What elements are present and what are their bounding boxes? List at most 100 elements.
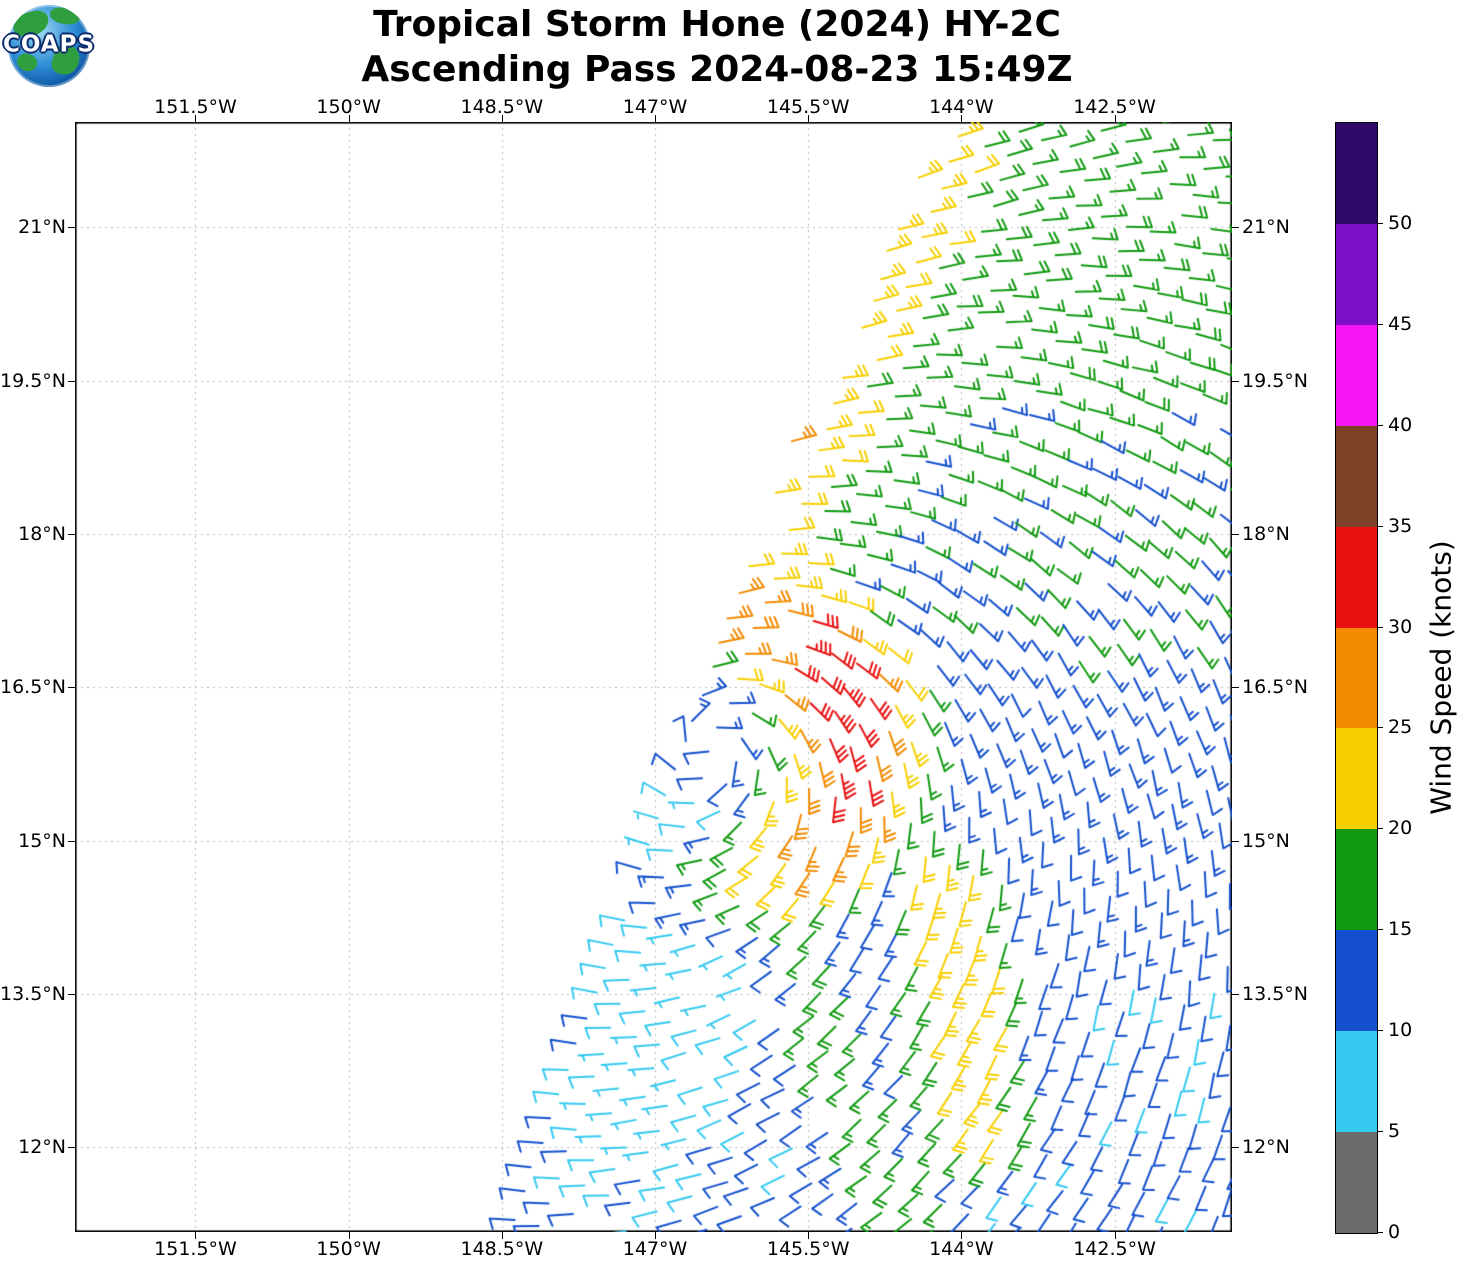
axis-tick-top [808,115,810,122]
colorbar-segment [1336,526,1377,628]
coaps-logo-text: COAPS [2,31,96,58]
colorbar-tick [1377,525,1383,527]
colorbar-segment [1336,223,1377,325]
axis-tick-top [348,115,350,122]
axis-tick-right [1232,380,1239,382]
axis-tick-right [1232,227,1239,229]
axis-tick-right [1232,687,1239,689]
axis-tick-bottom [195,1232,197,1239]
colorbar-tick-label: 10 [1388,1019,1413,1042]
axis-tick-bottom [655,1232,657,1239]
lon-tick-label-top: 147°W [622,96,688,118]
colorbar-tick-label: 50 [1388,211,1413,234]
coaps-globe-icon [8,5,90,87]
lon-tick-label-top: 150°W [316,96,381,118]
axis-tick-bottom [961,1232,963,1239]
lat-tick-label-right: 16.5°N [1242,676,1309,699]
axis-tick-bottom [348,1232,350,1239]
axis-tick-left [68,533,75,535]
lon-tick-label-top: 145.5°W [766,96,850,118]
lon-tick-label-bottom: 145.5°W [766,1238,850,1260]
colorbar-bar [1335,122,1378,1234]
axis-tick-bottom [808,1232,810,1239]
colorbar-tick-label: 30 [1388,615,1413,638]
lon-tick-label-bottom: 148.5°W [460,1238,544,1260]
colorbar-label-text: Wind Speed (knots) [1424,539,1458,815]
axis-tick-left [68,840,75,842]
axis-tick-left [68,227,75,229]
axis-tick-right [1232,1147,1239,1149]
title-line1: Tropical Storm Hone (2024) HY-2C [373,4,1061,45]
axis-tick-right [1232,533,1239,535]
lat-tick-label-left: 21°N [18,216,66,239]
colorbar-tick-label: 5 [1388,1120,1401,1143]
colorbar-tick-label: 0 [1388,1221,1401,1243]
lat-tick-label-right: 19.5°N [1242,369,1309,392]
lon-tick-label-top: 151.5°W [154,96,237,118]
colorbar-tick-label: 35 [1388,514,1413,537]
colorbar-segment [1336,828,1377,931]
colorbar-tick-label: 40 [1388,413,1413,436]
colorbar-tick [1377,626,1383,628]
figure-title: Tropical Storm Hone (2024) HY-2C Ascendi… [0,2,1434,93]
lat-tick-label-left: 19.5°N [0,369,67,392]
colorbar-tick [1377,1131,1383,1133]
axis-tick-top [655,115,657,122]
colorbar-segment [1336,123,1377,224]
lat-tick-label-left: 12°N [18,1136,66,1159]
lon-tick-label-top: 148.5°W [460,96,544,118]
colorbar-tick [1377,424,1383,426]
colorbar-tick [1377,323,1383,325]
lat-tick-label-right: 15°N [1242,829,1290,852]
colorbar-segment [1336,324,1377,426]
colorbar-tick [1377,1030,1383,1032]
axis-tick-right [1232,993,1239,995]
colorbar-tick [1377,1232,1383,1233]
lat-tick-label-right: 13.5°N [1242,982,1309,1005]
lat-tick-label-right: 18°N [1242,522,1290,545]
colorbar-segment [1336,1030,1377,1133]
lat-tick-label-left: 15°N [18,829,66,852]
lon-tick-label-top: 144°W [929,96,994,118]
axis-tick-top [501,115,503,122]
lon-tick-label-bottom: 142.5°W [1073,1238,1156,1260]
axis-tick-left [68,1147,75,1149]
lat-tick-label-right: 21°N [1242,216,1290,239]
colorbar-segment [1336,425,1377,527]
lon-tick-label-top: 142.5°W [1073,96,1156,118]
lat-tick-label-left: 13.5°N [0,982,67,1005]
wind-barb-map-canvas [75,122,1232,1232]
colorbar-label: Wind Speed (knots) [1412,122,1470,1232]
axis-tick-bottom [1114,1232,1116,1239]
axis-tick-left [68,993,75,995]
title-line2: Ascending Pass 2024-08-23 15:49Z [361,49,1073,91]
colorbar-segment [1336,1131,1377,1233]
colorbar-segment [1336,626,1377,729]
lon-tick-label-bottom: 150°W [316,1238,381,1260]
lat-tick-label-left: 18°N [18,522,66,545]
axis-tick-top [195,115,197,122]
colorbar-tick-label: 25 [1388,716,1413,739]
colorbar-segment [1336,929,1377,1032]
lat-tick-label-right: 12°N [1242,1136,1290,1159]
axis-tick-top [961,115,963,122]
lat-tick-label-left: 16.5°N [0,676,67,699]
axis-tick-right [1232,840,1239,842]
axis-tick-left [68,380,75,382]
colorbar-segment [1336,727,1377,830]
coaps-logo: COAPS [3,5,94,89]
lon-tick-label-bottom: 144°W [929,1238,994,1260]
colorbar-tick [1377,929,1383,931]
axis-tick-bottom [501,1232,503,1239]
axis-tick-left [68,687,75,689]
colorbar-tick [1377,222,1383,224]
colorbar-tick [1377,727,1383,729]
axis-tick-top [1114,115,1116,122]
colorbar-tick-label: 45 [1388,312,1413,335]
colorbar-tick-label: 15 [1388,918,1413,941]
lon-tick-label-bottom: 147°W [622,1238,688,1260]
colorbar-tick [1377,828,1383,830]
colorbar-tick-label: 20 [1388,817,1413,840]
lon-tick-label-bottom: 151.5°W [154,1238,237,1260]
